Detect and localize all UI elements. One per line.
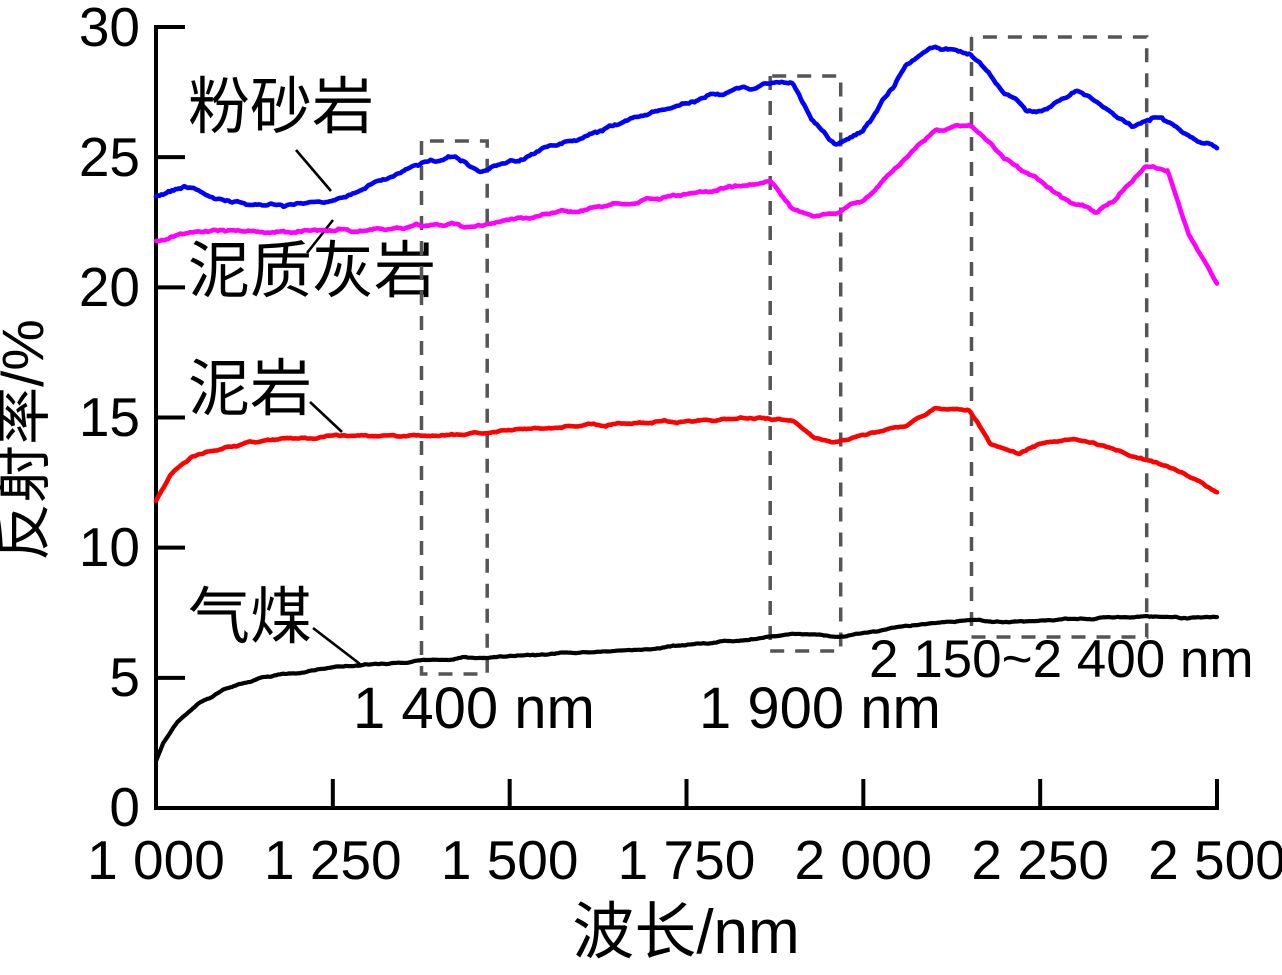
svg-text:25: 25 [79,126,140,188]
svg-text:10: 10 [79,516,140,578]
svg-text:泥岩: 泥岩 [188,355,312,424]
svg-text:2 150~2 400 nm: 2 150~2 400 nm [869,630,1254,689]
svg-text:1 250: 1 250 [264,829,402,891]
svg-text:20: 20 [79,256,140,318]
svg-text:30: 30 [79,0,140,58]
svg-text:气煤: 气煤 [188,583,312,652]
svg-text:2 000: 2 000 [795,829,933,891]
svg-text:1 400 nm: 1 400 nm [353,676,595,741]
svg-text:2 250: 2 250 [971,829,1109,891]
svg-text:反射率/%: 反射率/% [0,319,56,561]
svg-text:1 000: 1 000 [87,829,225,891]
svg-text:粉砂岩: 粉砂岩 [188,73,374,142]
svg-text:波长/nm: 波长/nm [572,898,799,967]
svg-text:1 750: 1 750 [618,829,756,891]
svg-text:5: 5 [109,646,140,708]
svg-text:15: 15 [79,386,140,448]
svg-text:2 500: 2 500 [1148,829,1282,891]
svg-text:1 500: 1 500 [441,829,579,891]
